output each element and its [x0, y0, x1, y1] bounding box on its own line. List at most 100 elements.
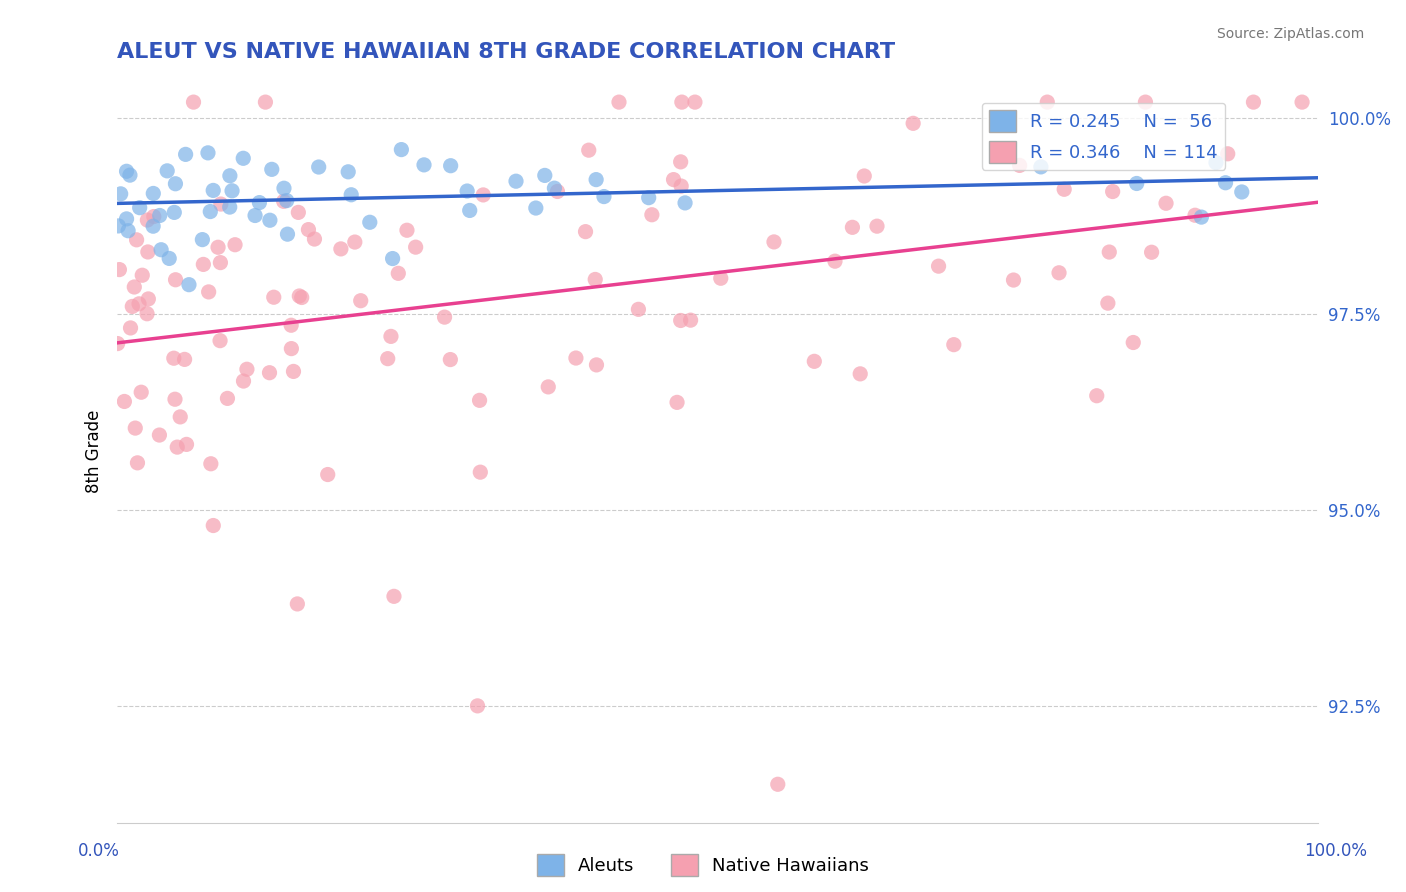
- Aleuts: [191, 233, 214, 247]
- Native Hawaiians: [470, 465, 492, 479]
- Text: 0.0%: 0.0%: [77, 842, 120, 860]
- Native Hawaiians: [380, 329, 402, 343]
- Native Hawaiians: [285, 597, 308, 611]
- Native Hawaiians: [1053, 182, 1076, 196]
- Aleuts: [533, 169, 555, 183]
- Native Hawaiians: [259, 366, 281, 380]
- Aleuts: [340, 187, 363, 202]
- Native Hawaiians: [669, 154, 692, 169]
- Aleuts: [259, 213, 281, 227]
- Aleuts: [156, 164, 179, 178]
- Native Hawaiians: [183, 95, 205, 109]
- Aleuts: [118, 168, 141, 182]
- Aleuts: [218, 169, 240, 183]
- Native Hawaiians: [607, 95, 630, 109]
- Native Hawaiians: [683, 95, 706, 109]
- Native Hawaiians: [197, 285, 219, 299]
- Aleuts: [150, 243, 173, 257]
- Native Hawaiians: [124, 421, 146, 435]
- Native Hawaiians: [329, 242, 352, 256]
- Native Hawaiians: [1154, 196, 1177, 211]
- Native Hawaiians: [382, 590, 405, 604]
- Native Hawaiians: [263, 290, 285, 304]
- Native Hawaiians: [942, 337, 965, 351]
- Native Hawaiians: [291, 291, 314, 305]
- Native Hawaiians: [669, 313, 692, 327]
- Native Hawaiians: [163, 392, 186, 407]
- Native Hawaiians: [202, 518, 225, 533]
- Native Hawaiians: [405, 240, 427, 254]
- Native Hawaiians: [395, 223, 418, 237]
- Native Hawaiians: [121, 300, 143, 314]
- Aleuts: [202, 183, 225, 197]
- Native Hawaiians: [350, 293, 373, 308]
- Native Hawaiians: [207, 240, 229, 254]
- Native Hawaiians: [1008, 158, 1031, 172]
- Native Hawaiians: [236, 362, 259, 376]
- Aleuts: [593, 189, 616, 203]
- Aleuts: [1125, 177, 1147, 191]
- Native Hawaiians: [209, 255, 232, 269]
- Aleuts: [1230, 185, 1253, 199]
- Native Hawaiians: [578, 143, 600, 157]
- Native Hawaiians: [217, 392, 239, 406]
- Native Hawaiians: [1047, 266, 1070, 280]
- Aleuts: [163, 205, 186, 219]
- Aleuts: [115, 164, 138, 178]
- Aleuts: [149, 209, 172, 223]
- Native Hawaiians: [1098, 245, 1121, 260]
- Aleuts: [128, 201, 150, 215]
- Native Hawaiians: [1036, 95, 1059, 109]
- Text: Source: ZipAtlas.com: Source: ZipAtlas.com: [1216, 27, 1364, 41]
- Aleuts: [456, 184, 478, 198]
- Aleuts: [505, 174, 527, 188]
- Native Hawaiians: [641, 208, 664, 222]
- Native Hawaiians: [1241, 95, 1264, 109]
- Native Hawaiians: [120, 321, 142, 335]
- Native Hawaiians: [273, 194, 295, 209]
- Native Hawaiians: [1085, 389, 1108, 403]
- Native Hawaiians: [280, 342, 302, 356]
- Native Hawaiians: [176, 437, 198, 451]
- Native Hawaiians: [583, 272, 606, 286]
- Text: ALEUT VS NATIVE HAWAIIAN 8TH GRADE CORRELATION CHART: ALEUT VS NATIVE HAWAIIAN 8TH GRADE CORRE…: [117, 42, 896, 62]
- Native Hawaiians: [128, 297, 150, 311]
- Aleuts: [458, 203, 481, 218]
- Native Hawaiians: [112, 394, 135, 409]
- Native Hawaiians: [173, 352, 195, 367]
- Native Hawaiians: [433, 310, 456, 325]
- Aleuts: [1215, 176, 1237, 190]
- Aleuts: [308, 160, 330, 174]
- Native Hawaiians: [166, 440, 188, 454]
- Native Hawaiians: [125, 233, 148, 247]
- Aleuts: [276, 194, 298, 208]
- Native Hawaiians: [209, 197, 232, 211]
- Native Hawaiians: [627, 302, 650, 317]
- Native Hawaiians: [1135, 95, 1157, 109]
- Native Hawaiians: [107, 336, 129, 351]
- Aleuts: [337, 165, 360, 179]
- Native Hawaiians: [1140, 245, 1163, 260]
- Aleuts: [243, 209, 266, 223]
- Aleuts: [142, 219, 165, 234]
- Native Hawaiians: [209, 334, 232, 348]
- Native Hawaiians: [232, 374, 254, 388]
- Native Hawaiians: [1122, 335, 1144, 350]
- Native Hawaiians: [853, 169, 876, 183]
- Native Hawaiians: [803, 354, 825, 368]
- Aleuts: [440, 159, 463, 173]
- Aleuts: [232, 151, 254, 165]
- Native Hawaiians: [108, 262, 131, 277]
- Native Hawaiians: [163, 351, 186, 366]
- Aleuts: [107, 219, 129, 233]
- Legend: Aleuts, Native Hawaiians: Aleuts, Native Hawaiians: [530, 847, 876, 883]
- Native Hawaiians: [841, 220, 863, 235]
- Native Hawaiians: [546, 185, 568, 199]
- Native Hawaiians: [200, 457, 222, 471]
- Aleuts: [142, 186, 165, 201]
- Native Hawaiians: [297, 222, 319, 236]
- Native Hawaiians: [387, 266, 409, 280]
- Aleuts: [260, 162, 283, 177]
- Aleuts: [157, 252, 180, 266]
- Native Hawaiians: [710, 271, 733, 285]
